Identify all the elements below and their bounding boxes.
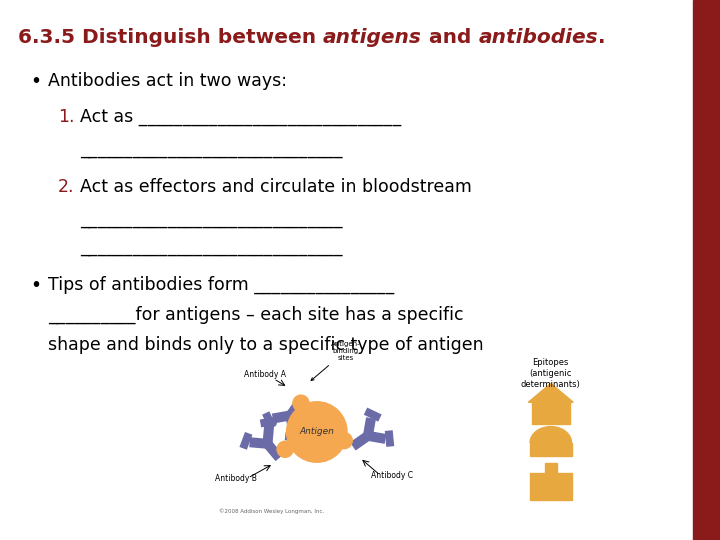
Text: and: and	[422, 28, 478, 47]
Text: Act as effectors and circulate in bloodstream: Act as effectors and circulate in bloods…	[80, 178, 472, 196]
Circle shape	[293, 395, 309, 411]
Text: 6.3.5 Distinguish between: 6.3.5 Distinguish between	[18, 28, 323, 47]
Bar	[693, 0, 720, 540]
FancyBboxPatch shape	[532, 402, 570, 424]
Polygon shape	[530, 427, 572, 443]
Text: •: •	[30, 72, 41, 91]
Text: Tips of antibodies form ________________: Tips of antibodies form ________________	[48, 276, 395, 294]
Text: •: •	[30, 276, 41, 295]
Text: Antigen-
binding
sites: Antigen- binding sites	[311, 341, 361, 381]
Text: ______________________________: ______________________________	[80, 140, 343, 158]
Text: antigens: antigens	[323, 28, 422, 47]
Text: Act as ______________________________: Act as ______________________________	[80, 108, 401, 126]
Circle shape	[287, 402, 347, 462]
Circle shape	[336, 433, 352, 449]
Text: .: .	[598, 28, 606, 47]
Text: __________for antigens – each site has a specific: __________for antigens – each site has a…	[48, 306, 464, 324]
Text: 2.: 2.	[58, 178, 74, 196]
Text: shape and binds only to a specific type of antigen: shape and binds only to a specific type …	[48, 336, 484, 354]
Text: ______________________________: ______________________________	[80, 210, 343, 228]
Text: Antibody C: Antibody C	[371, 471, 413, 480]
Text: 1.: 1.	[58, 108, 74, 126]
Text: ______________________________: ______________________________	[80, 238, 343, 256]
Polygon shape	[530, 463, 572, 500]
Text: Epitopes
(antigenic
determinants): Epitopes (antigenic determinants)	[521, 357, 580, 389]
Bar	[530, 443, 572, 456]
Text: ©2008 Addison Wesley Longman, Inc.: ©2008 Addison Wesley Longman, Inc.	[219, 509, 324, 514]
Text: Antibody A: Antibody A	[244, 370, 286, 379]
Text: antibodies: antibodies	[478, 28, 598, 47]
Text: Antibodies act in two ways:: Antibodies act in two ways:	[48, 72, 287, 90]
Circle shape	[277, 441, 293, 457]
Text: Antibody B: Antibody B	[215, 474, 257, 483]
Polygon shape	[528, 383, 573, 402]
Text: Antigen: Antigen	[300, 428, 334, 436]
